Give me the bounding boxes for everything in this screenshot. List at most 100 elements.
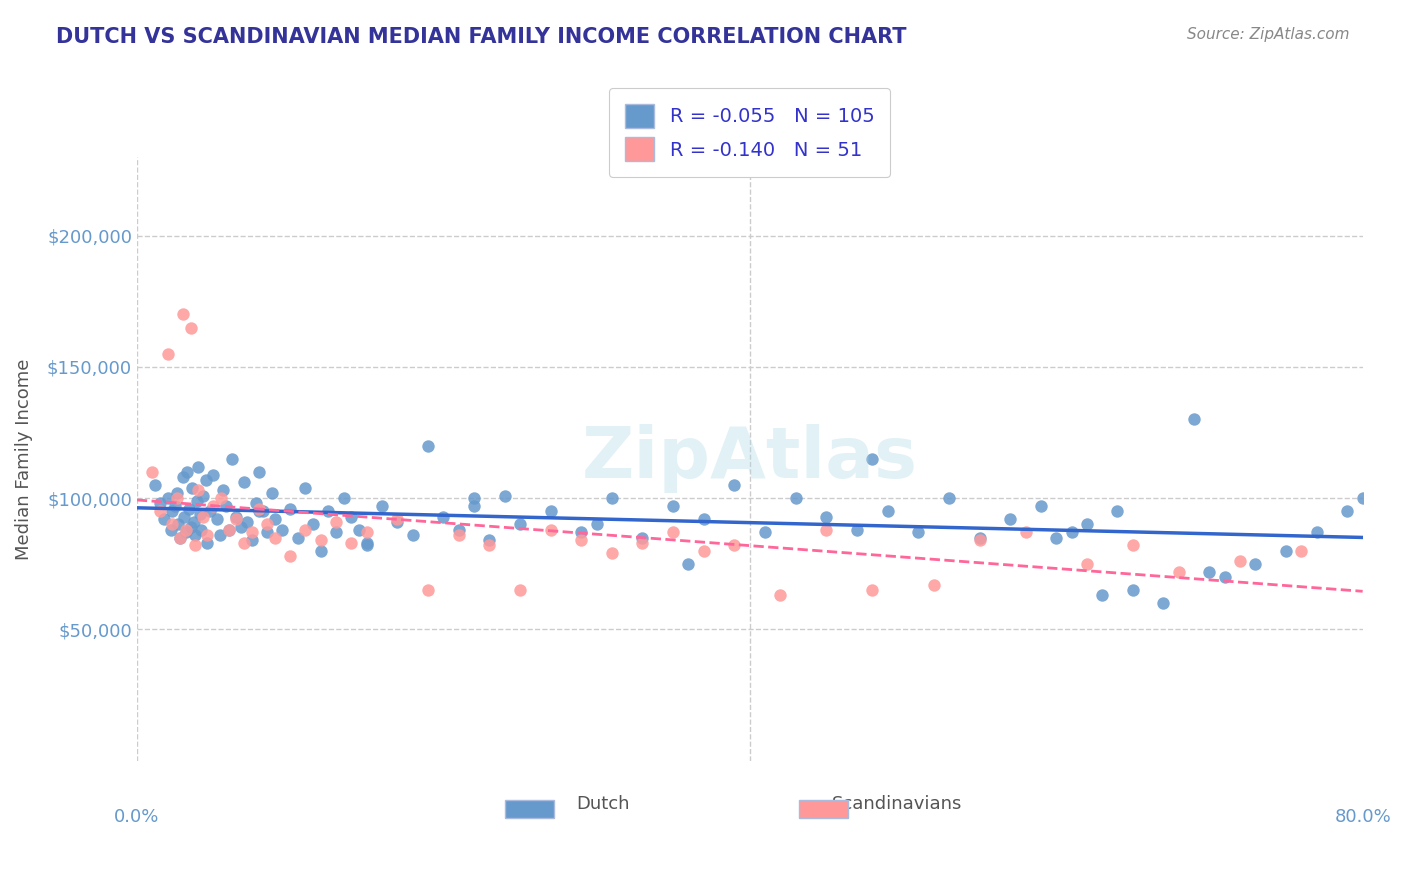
Point [1198,565,1220,579]
Point [218,523,240,537]
Point [662,499,685,513]
Point [922,578,945,592]
Point [149,504,172,518]
Point [225,512,247,526]
Point [387,515,409,529]
Point [754,525,776,540]
Point [249,465,271,479]
Point [309,533,332,548]
Point [1291,543,1313,558]
Point [1182,412,1205,426]
Point [600,491,623,506]
Point [631,536,654,550]
Point [240,533,263,548]
Point [494,489,516,503]
Point [693,543,716,558]
Point [325,515,347,529]
Point [416,439,439,453]
Text: 0.0%: 0.0% [114,808,159,826]
Point [846,523,869,537]
Point [172,470,194,484]
Point [174,523,197,537]
Point [200,504,222,518]
Point [318,504,340,518]
Point [233,536,256,550]
Point [169,531,191,545]
Point [416,582,439,597]
Point [183,515,205,529]
Point [172,308,194,322]
Point [202,467,225,482]
Point [160,504,183,518]
Point [815,523,838,537]
Point [938,491,960,506]
Point [509,582,531,597]
Point [179,320,201,334]
Point [631,531,654,545]
Point [263,512,285,526]
Point [1076,517,1098,532]
Point [263,531,285,545]
Point [1107,504,1129,518]
Point [156,347,179,361]
Legend: R = -0.055   N = 105, R = -0.140   N = 51: R = -0.055 N = 105, R = -0.140 N = 51 [609,88,890,177]
Point [187,483,209,498]
Point [1091,588,1114,602]
Point [160,517,183,532]
Point [256,517,278,532]
Point [478,538,501,552]
Point [860,582,883,597]
Point [1060,525,1083,540]
Point [1045,531,1067,545]
Point [769,588,792,602]
Point [1029,499,1052,513]
Point [325,525,347,540]
Point [815,509,838,524]
Point [184,528,207,542]
Point [260,486,283,500]
Point [969,531,991,545]
Point [678,557,700,571]
Point [169,531,191,545]
Point [302,517,325,532]
Point [463,499,485,513]
Point [195,528,218,542]
Point [540,523,562,537]
Point [252,504,274,518]
Point [181,481,204,495]
Point [211,483,233,498]
Point [1076,557,1098,571]
Point [447,523,470,537]
Point [245,496,267,510]
Point [209,491,232,506]
Text: ZipAtlas: ZipAtlas [582,425,918,493]
Text: Scandinavians: Scandinavians [832,795,962,813]
Point [509,517,531,532]
Point [356,525,378,540]
Point [202,499,225,513]
FancyBboxPatch shape [799,800,848,818]
Point [969,533,991,548]
Point [240,525,263,540]
Point [229,520,252,534]
Point [191,489,214,503]
Point [723,478,745,492]
Point [356,538,378,552]
Point [447,528,470,542]
Point [1213,570,1236,584]
Point [190,523,212,537]
Point [256,525,278,540]
Point [1122,582,1144,597]
FancyBboxPatch shape [505,800,554,818]
Point [347,523,370,537]
Point [356,536,378,550]
Point [233,475,256,490]
Point [174,525,197,540]
Point [723,538,745,552]
Text: DUTCH VS SCANDINAVIAN MEDIAN FAMILY INCOME CORRELATION CHART: DUTCH VS SCANDINAVIAN MEDIAN FAMILY INCO… [56,27,907,46]
Point [141,465,163,479]
Text: Dutch: Dutch [576,795,630,813]
Point [194,473,217,487]
Point [860,451,883,466]
Point [569,525,592,540]
